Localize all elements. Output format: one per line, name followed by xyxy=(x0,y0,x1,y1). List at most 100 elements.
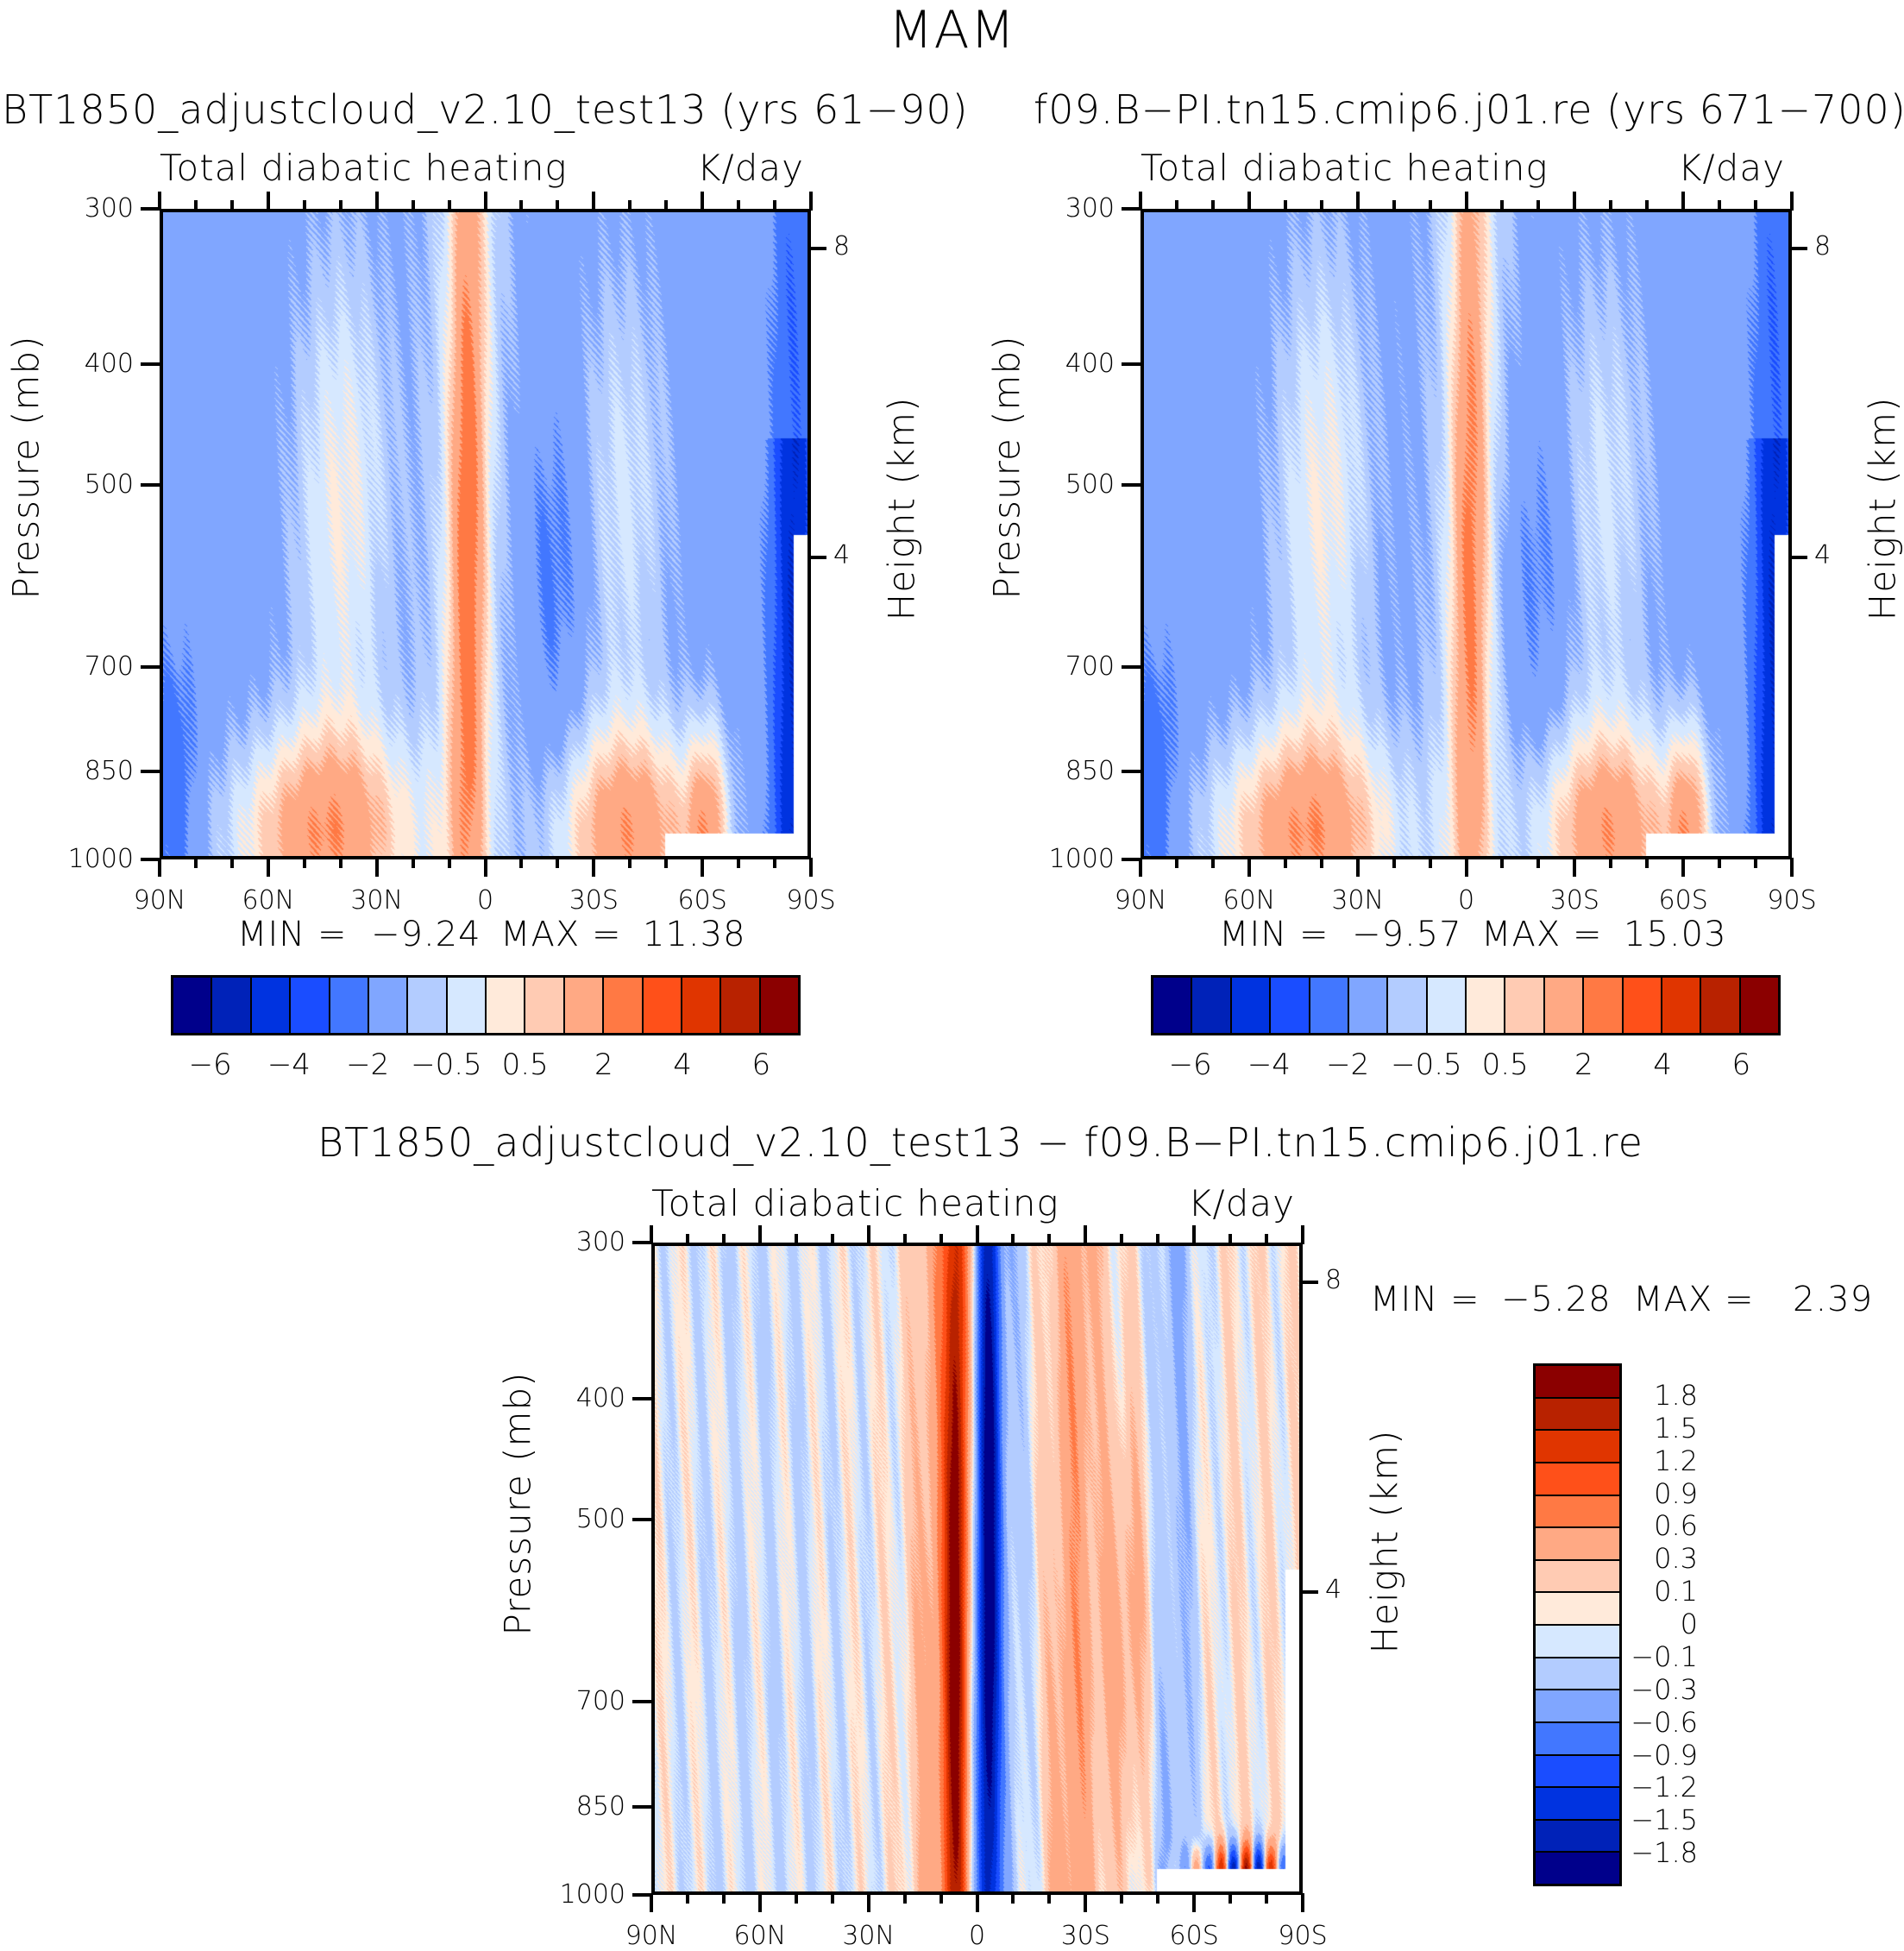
x-major-tick xyxy=(1790,858,1794,877)
x-minor-tick-top xyxy=(411,200,415,211)
colorbar-label: −1.5 xyxy=(1631,1803,1698,1837)
y-right-tick-label: 4 xyxy=(833,540,851,571)
x-minor-tick-top xyxy=(1210,200,1215,211)
colorbar-label: 4 xyxy=(673,1048,692,1082)
colorbar-label: 1.8 xyxy=(1654,1378,1698,1412)
x-tick-label: 60N xyxy=(733,1921,787,1951)
y-tick-label: 850 xyxy=(575,1791,625,1822)
x-minor-tick xyxy=(1265,1893,1269,1904)
colorbar-cell xyxy=(1536,1431,1619,1463)
y-tick-label: 500 xyxy=(575,1503,625,1534)
colorbar-cell xyxy=(1536,1366,1619,1399)
colorbar-label: −4 xyxy=(267,1048,311,1082)
x-minor-tick xyxy=(1120,1893,1124,1904)
x-minor-tick-top xyxy=(1120,1234,1124,1244)
x-major-tick xyxy=(483,858,487,877)
colorbar-label: 6 xyxy=(1731,1048,1751,1082)
x-minor-tick xyxy=(1645,858,1650,868)
x-minor-tick-top xyxy=(1156,1234,1160,1244)
max-label: MAX = xyxy=(1633,1280,1755,1319)
colorbar-cell xyxy=(1740,978,1778,1033)
y-tick-label: 700 xyxy=(575,1686,625,1717)
x-minor-tick-top xyxy=(519,200,524,211)
colorbar-label: −1.2 xyxy=(1631,1771,1698,1804)
max-label: MAX = xyxy=(1481,915,1603,954)
y-axis-label-right: Height (km) xyxy=(1363,1429,1406,1654)
y-major-tick xyxy=(141,664,160,669)
colorbar-label: −0.5 xyxy=(1391,1048,1462,1082)
panel-run-title: BT1850_adjustcloud_v2.10_test13 (yrs 61−… xyxy=(2,86,969,133)
colorbar-cell xyxy=(1544,978,1585,1033)
x-minor-tick xyxy=(1609,858,1613,868)
x-major-tick-top xyxy=(1139,192,1142,211)
colorbar-cell xyxy=(1701,978,1741,1033)
x-minor-tick-top xyxy=(447,200,451,211)
x-minor-tick xyxy=(664,858,669,868)
x-minor-tick-top xyxy=(1536,200,1541,211)
y-right-tick xyxy=(809,556,826,560)
x-minor-tick xyxy=(902,1893,907,1904)
x-tick-label: 60S xyxy=(1658,885,1708,916)
x-tick-label: 90N xyxy=(625,1921,678,1951)
x-major-tick xyxy=(1681,858,1686,877)
colorbar-cell xyxy=(1536,1820,1619,1853)
x-minor-tick xyxy=(1536,858,1541,868)
panel-run-title: BT1850_adjustcloud_v2.10_test13 − f09.B−… xyxy=(317,1119,1643,1166)
y-major-tick xyxy=(632,1241,651,1244)
x-minor-tick-top xyxy=(721,1234,726,1244)
colorbar-cell xyxy=(1536,1788,1619,1821)
colorbar-label: −0.5 xyxy=(411,1048,482,1082)
x-minor-tick xyxy=(721,1893,726,1904)
y-tick-label: 400 xyxy=(1065,349,1115,380)
x-minor-tick xyxy=(302,858,306,868)
y-major-tick xyxy=(632,1804,651,1809)
x-minor-tick xyxy=(1319,858,1323,868)
x-minor-tick xyxy=(1011,1893,1015,1904)
x-tick-label: 30N xyxy=(1331,885,1384,916)
y-tick-label: 300 xyxy=(1065,193,1115,223)
y-tick-label: 500 xyxy=(1065,469,1115,500)
y-right-tick-label: 8 xyxy=(833,231,851,262)
colorbar-cell xyxy=(212,978,252,1033)
colorbar-label: −2 xyxy=(346,1048,390,1082)
y-major-tick xyxy=(632,1700,651,1704)
y-major-tick xyxy=(632,1396,651,1400)
x-tick-label: 30S xyxy=(1060,1921,1110,1951)
y-right-tick xyxy=(809,247,826,251)
max-value: 2.39 xyxy=(1793,1280,1874,1319)
colorbar-label: 0.5 xyxy=(501,1048,549,1082)
x-minor-tick-top xyxy=(1011,1234,1015,1244)
x-minor-tick-top xyxy=(1392,200,1396,211)
x-minor-tick-top xyxy=(1228,1234,1233,1244)
x-major-tick-top xyxy=(592,192,596,211)
colorbar xyxy=(171,975,801,1035)
figure-title: MAM xyxy=(888,0,1016,60)
x-minor-tick xyxy=(628,858,632,868)
x-major-tick-top xyxy=(701,192,705,211)
x-tick-label: 90S xyxy=(786,885,836,916)
colorbar-label: −0.1 xyxy=(1631,1639,1698,1673)
x-minor-tick xyxy=(1392,858,1396,868)
colorbar-label: 0.9 xyxy=(1654,1476,1698,1510)
x-minor-tick xyxy=(1283,858,1287,868)
y-major-tick xyxy=(141,858,160,861)
y-right-tick-label: 4 xyxy=(1325,1575,1342,1606)
y-right-tick xyxy=(1790,247,1807,251)
x-tick-label: 60N xyxy=(242,885,295,916)
x-minor-tick-top xyxy=(1283,200,1287,211)
colorbar-cell xyxy=(1536,1593,1619,1626)
colorbar-cell xyxy=(1192,978,1232,1033)
panel-subtitle-right: K/day xyxy=(697,147,804,189)
x-minor-tick-top xyxy=(773,200,777,211)
x-minor-tick xyxy=(830,1893,834,1904)
x-major-tick xyxy=(1192,1893,1197,1912)
x-tick-label: 0 xyxy=(1457,885,1475,916)
x-minor-tick xyxy=(338,858,342,868)
y-major-tick xyxy=(1122,482,1141,487)
y-axis-label: Pressure (mb) xyxy=(4,335,47,600)
y-major-tick xyxy=(141,482,160,487)
x-major-tick-top xyxy=(1790,192,1794,211)
x-major-tick xyxy=(975,1893,979,1912)
x-minor-tick xyxy=(1228,1893,1233,1904)
x-minor-tick-top xyxy=(794,1234,798,1244)
